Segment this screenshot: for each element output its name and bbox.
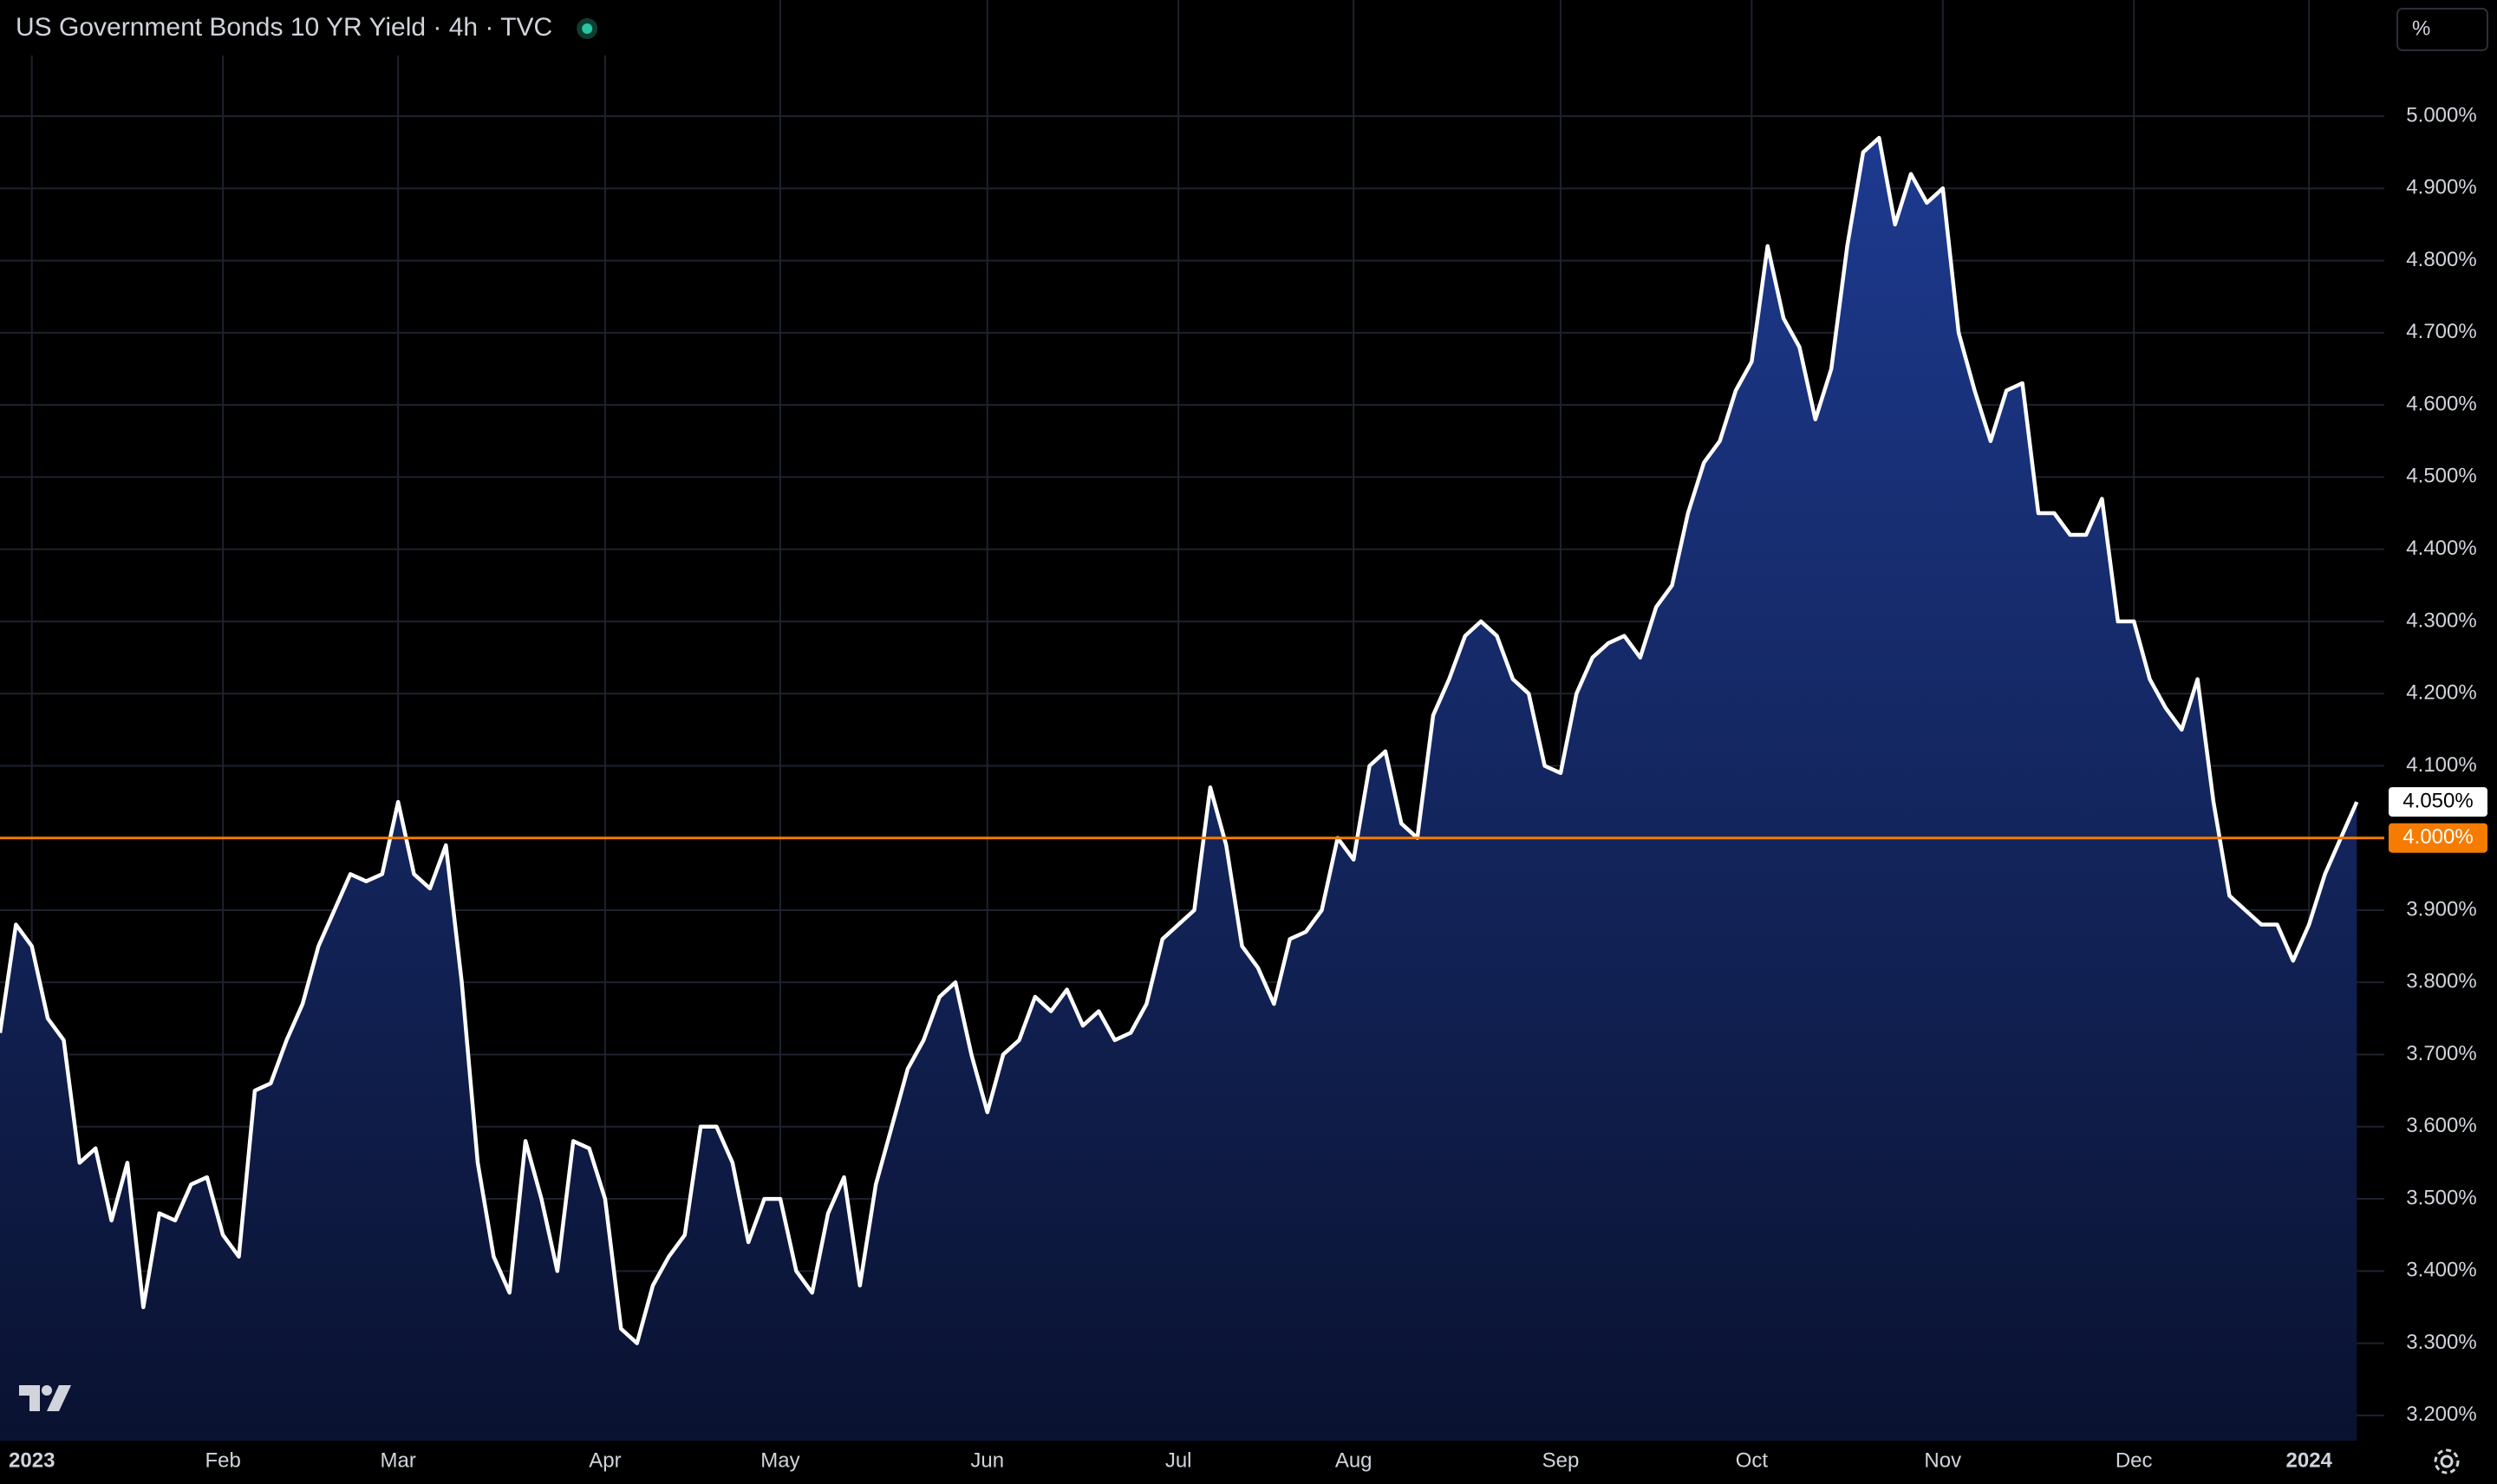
title-background [0,0,659,55]
y-tick-label: 3.300% [2406,1331,2476,1354]
x-tick-label: Feb [205,1448,240,1472]
y-tick-label: 4.200% [2406,681,2476,705]
y-tick-label: 3.700% [2406,1042,2476,1065]
y-tick-label: 3.600% [2406,1114,2476,1137]
current-value-box [2389,787,2487,817]
y-tick-label: 3.800% [2406,970,2476,993]
x-tick-label: Aug [1335,1448,1372,1472]
y-tick-label: 3.400% [2406,1259,2476,1282]
y-tick-label: 4.900% [2406,176,2476,199]
x-tick-label: 2023 [9,1448,55,1472]
x-tick-label: Mar [381,1448,416,1472]
status-indicator-core [582,23,593,34]
tradingview-logo [19,1385,71,1411]
y-tick-label: 4.800% [2406,248,2476,271]
chart-title: US Government Bonds 10 YR Yield · 4h · T… [16,13,552,42]
x-tick-label: 2024 [2286,1448,2333,1472]
y-tick-label: 3.200% [2406,1403,2476,1426]
y-tick-label: 3.900% [2406,897,2476,921]
y-tick-label: 4.700% [2406,320,2476,343]
x-tick-label: Apr [589,1448,621,1472]
price-line-label: 4.000% [2402,825,2473,849]
unit-button-label[interactable]: % [2412,16,2430,40]
x-tick-label: May [760,1448,799,1472]
x-tick-label: Dec [2116,1448,2153,1472]
x-tick-label: Sep [1542,1448,1580,1472]
unit-button[interactable] [2396,8,2488,51]
y-tick-label: 4.300% [2406,609,2476,632]
settings-button[interactable] [2434,1448,2460,1474]
current-value-label: 4.050% [2402,789,2473,812]
area-fill [0,138,2357,1441]
line [0,135,2359,1345]
x-tick-label: Nov [1924,1448,1961,1472]
y-tick-label: 4.400% [2406,537,2476,560]
price-line-label-box [2389,823,2487,853]
y-tick-label: 4.600% [2406,392,2476,415]
y-tick-label: 4.500% [2406,465,2476,488]
y-tick-label: 3.500% [2406,1186,2476,1209]
y-tick-label: 5.000% [2406,103,2476,127]
x-tick-label: Jun [970,1448,1004,1472]
plot [0,135,2384,1441]
x-tick-label: Jul [1165,1448,1192,1472]
axes: 3.200% 3.300% 3.400% 3.500% 3.600% 3.700% 3.80… [9,103,2487,1472]
y-tick-label: 4.100% [2406,753,2476,777]
x-tick-label: Oct [1736,1448,1769,1472]
